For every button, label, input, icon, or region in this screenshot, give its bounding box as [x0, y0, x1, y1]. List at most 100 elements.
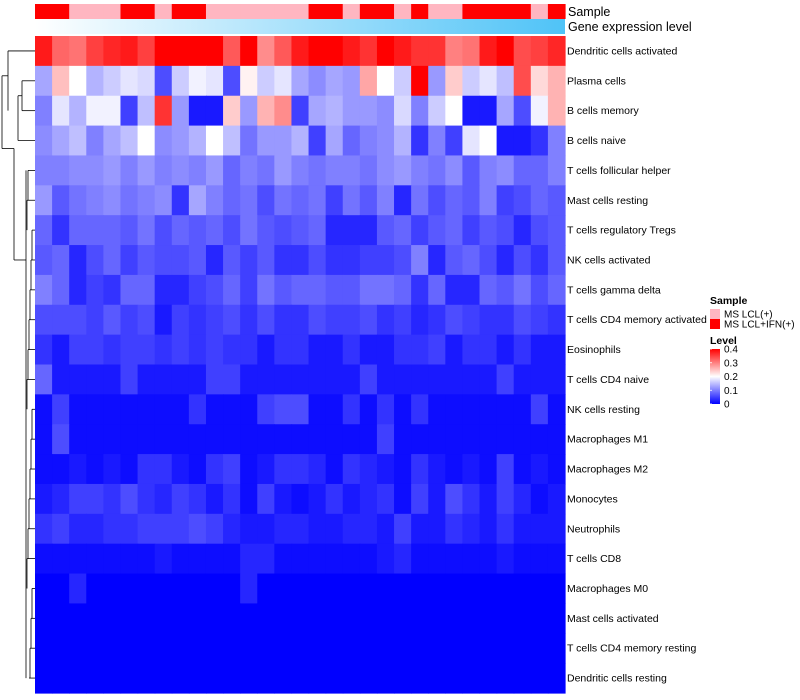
- heatmap-cell: [86, 513, 104, 545]
- heatmap-cell: [257, 245, 275, 276]
- heatmap-cell: [445, 245, 464, 276]
- legend-level-tick-label: 0: [724, 400, 730, 411]
- heatmap-cell: [52, 65, 70, 97]
- row-dendrogram: [1, 50, 35, 679]
- heatmap-cell: [513, 513, 532, 545]
- heatmap-cell: [496, 185, 515, 216]
- heatmap-cell: [274, 633, 293, 664]
- row-label: Plasma cells: [567, 75, 626, 87]
- heatmap-cell: [325, 185, 344, 216]
- heatmap-cell: [69, 543, 87, 575]
- heatmap-cell: [205, 65, 224, 97]
- heatmap-cell: [479, 513, 498, 545]
- heatmap-cell: [205, 245, 224, 276]
- heatmap-cell: [205, 215, 224, 246]
- heatmap-cell: [462, 633, 481, 664]
- heatmap-cell: [274, 304, 293, 336]
- heatmap-cell: [479, 36, 498, 67]
- heatmap-cell: [120, 603, 139, 634]
- heatmap-cell: [120, 424, 139, 455]
- heatmap-cell: [428, 573, 446, 605]
- heatmap-cell: [359, 394, 378, 425]
- heatmap-cell: [240, 36, 258, 67]
- row-label: T cells CD4 naive: [567, 374, 649, 386]
- heatmap-cell: [35, 36, 53, 67]
- heatmap-cell: [137, 364, 156, 395]
- heatmap-cell: [325, 543, 344, 575]
- heatmap-cell: [154, 334, 173, 366]
- heatmap-cell: [308, 36, 327, 67]
- heatmap-cell: [462, 65, 481, 97]
- heatmap-cell: [479, 364, 498, 395]
- heatmap-cell: [137, 663, 156, 694]
- heatmap-cell: [154, 633, 173, 664]
- heatmap-cell: [428, 304, 446, 336]
- heatmap-cell: [445, 573, 464, 605]
- heatmap-cell: [103, 245, 122, 276]
- heatmap-cell: [35, 543, 53, 575]
- heatmap-cell: [137, 513, 156, 545]
- heatmap-cell: [342, 483, 361, 515]
- heatmap-cell: [479, 215, 498, 246]
- heatmap-cell: [223, 394, 241, 425]
- heatmap-cell: [188, 215, 207, 246]
- heatmap-cell: [359, 483, 378, 515]
- heatmap-cell: [69, 274, 87, 306]
- heatmap-cell: [394, 155, 412, 186]
- heatmap-cell: [205, 125, 224, 157]
- heatmap-cell: [205, 304, 224, 336]
- heatmap-cell: [291, 215, 310, 246]
- heatmap-cell: [257, 364, 275, 395]
- heatmap-cell: [325, 513, 344, 545]
- heatmap-cell: [257, 663, 275, 694]
- heatmap-cell: [308, 304, 327, 336]
- heatmap-cell: [325, 454, 344, 485]
- heatmap-cell: [411, 215, 429, 246]
- legend-level-tick-label: 0.4: [724, 345, 738, 356]
- heatmap-cell: [69, 215, 87, 246]
- heatmap-cell: [530, 334, 549, 366]
- heatmap-cell: [547, 663, 566, 694]
- heatmap-cell: [291, 603, 310, 634]
- heatmap-cell: [547, 394, 566, 425]
- heatmap-cell: [120, 304, 139, 336]
- heatmap-cell: [308, 573, 327, 605]
- heatmap-cell: [359, 424, 378, 455]
- heatmap-cell: [171, 125, 190, 157]
- heatmap-cell: [462, 394, 481, 425]
- heatmap-cell: [154, 215, 173, 246]
- heatmap-cell: [411, 483, 429, 515]
- heatmap-cell: [52, 603, 70, 634]
- heatmap-cell: [257, 483, 275, 515]
- heatmap-cell: [342, 603, 361, 634]
- heatmap-cell: [428, 125, 446, 157]
- heatmap-cell: [394, 663, 412, 694]
- heatmap-cell: [274, 454, 293, 485]
- heatmap-cell: [103, 36, 122, 67]
- heatmap-cell: [359, 573, 378, 605]
- legend: Sample MS LCL(+)MS LCL+IFN(+) Level 0.40…: [710, 295, 795, 411]
- heatmap-cell: [137, 603, 156, 634]
- heatmap-cell: [428, 65, 446, 97]
- heatmap-cell: [394, 215, 412, 246]
- heatmap-cell: [35, 573, 53, 605]
- heatmap-cell: [325, 394, 344, 425]
- heatmap-cell: [394, 185, 412, 216]
- heatmap-cell: [547, 36, 566, 67]
- heatmap-cell: [411, 603, 429, 634]
- heatmap-cell: [325, 334, 344, 366]
- heatmap-cell: [154, 364, 173, 395]
- row-label: Macrophages M2: [567, 464, 648, 476]
- heatmap-cell: [35, 125, 53, 157]
- heatmap-cell: [240, 663, 258, 694]
- heatmap-cell: [137, 155, 156, 186]
- heatmap-cell: [479, 573, 498, 605]
- heatmap-cell: [359, 543, 378, 575]
- heatmap-cell: [394, 304, 412, 336]
- heatmap-cell: [359, 603, 378, 634]
- heatmap-cell: [445, 603, 464, 634]
- heatmap-cell: [154, 543, 173, 575]
- heatmap-cell: [86, 424, 104, 455]
- heatmap-cell: [103, 603, 122, 634]
- heatmap-cell: [428, 185, 446, 216]
